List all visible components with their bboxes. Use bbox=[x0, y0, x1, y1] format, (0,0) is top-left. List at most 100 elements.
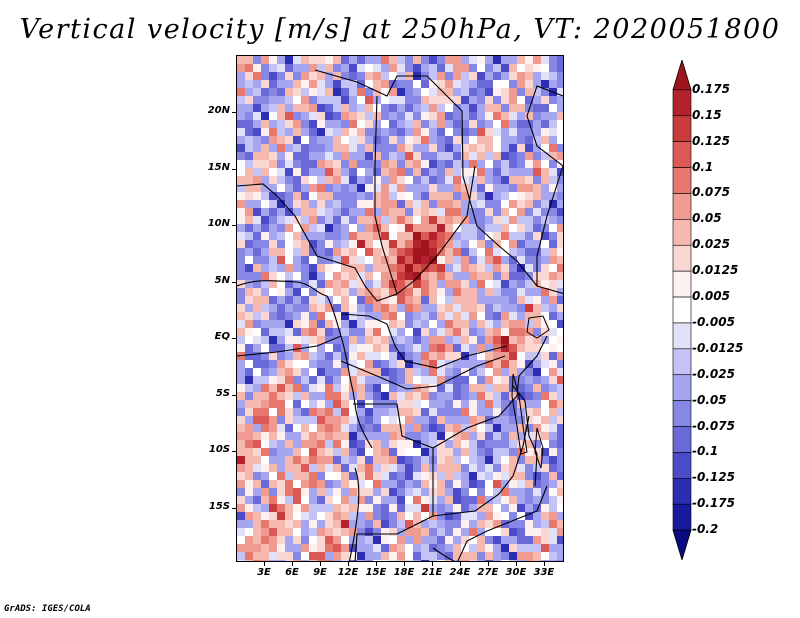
velocity-cell bbox=[237, 544, 246, 553]
velocity-cell bbox=[253, 264, 262, 273]
velocity-cell bbox=[349, 408, 358, 417]
velocity-cell bbox=[301, 184, 310, 193]
velocity-cell bbox=[413, 560, 422, 561]
velocity-cell bbox=[269, 104, 278, 113]
velocity-cell bbox=[381, 352, 390, 361]
colorbar-band bbox=[672, 426, 692, 453]
velocity-cell bbox=[453, 472, 462, 481]
velocity-cell bbox=[413, 304, 422, 313]
velocity-cell bbox=[285, 408, 294, 417]
velocity-cell bbox=[333, 184, 342, 193]
velocity-cell bbox=[301, 528, 310, 537]
velocity-cell bbox=[469, 368, 478, 377]
velocity-cell bbox=[285, 72, 294, 81]
velocity-cell bbox=[501, 464, 510, 473]
velocity-cell bbox=[269, 536, 278, 545]
velocity-cell bbox=[533, 544, 542, 553]
velocity-cell bbox=[533, 336, 542, 345]
velocity-cell bbox=[501, 88, 510, 97]
velocity-cell bbox=[301, 160, 310, 169]
velocity-cell bbox=[309, 304, 318, 313]
velocity-cell bbox=[317, 400, 326, 409]
velocity-cell bbox=[437, 384, 446, 393]
colorbar-band bbox=[672, 167, 692, 194]
velocity-cell bbox=[309, 264, 318, 273]
velocity-cell bbox=[357, 208, 366, 217]
velocity-cell bbox=[501, 312, 510, 321]
velocity-cell bbox=[357, 456, 366, 465]
velocity-cell bbox=[461, 552, 470, 561]
velocity-cell bbox=[325, 280, 334, 289]
velocity-cell bbox=[413, 424, 422, 433]
velocity-cell bbox=[349, 176, 358, 185]
velocity-cell bbox=[437, 416, 446, 425]
velocity-cell bbox=[541, 528, 550, 537]
colorbar-label: 0.125 bbox=[692, 133, 730, 148]
velocity-cell bbox=[485, 96, 494, 105]
velocity-cell bbox=[293, 272, 302, 281]
velocity-cell bbox=[325, 344, 334, 353]
velocity-cell bbox=[453, 392, 462, 401]
velocity-cell bbox=[253, 120, 262, 129]
velocity-cell bbox=[237, 200, 246, 209]
velocity-cell bbox=[269, 416, 278, 425]
velocity-cell bbox=[485, 552, 494, 561]
velocity-cell bbox=[245, 456, 254, 465]
velocity-cell bbox=[237, 480, 246, 489]
velocity-cell bbox=[549, 528, 558, 537]
velocity-cell bbox=[541, 128, 550, 137]
velocity-cell bbox=[429, 104, 438, 113]
velocity-cell bbox=[437, 536, 446, 545]
velocity-cell bbox=[341, 376, 350, 385]
velocity-cell bbox=[261, 256, 270, 265]
velocity-cell bbox=[421, 480, 430, 489]
velocity-cell bbox=[365, 256, 374, 265]
velocity-cell bbox=[325, 200, 334, 209]
velocity-cell bbox=[261, 424, 270, 433]
velocity-cell bbox=[261, 152, 270, 161]
velocity-cell bbox=[349, 104, 358, 113]
velocity-cell bbox=[277, 296, 286, 305]
velocity-cell bbox=[373, 296, 382, 305]
lon-tick bbox=[264, 562, 265, 566]
velocity-cell bbox=[365, 216, 374, 225]
velocity-cell bbox=[245, 408, 254, 417]
colorbar-label: 0.025 bbox=[692, 237, 730, 252]
velocity-cell bbox=[421, 304, 430, 313]
velocity-cell bbox=[245, 328, 254, 337]
velocity-cell bbox=[293, 552, 302, 561]
velocity-cell bbox=[525, 472, 534, 481]
velocity-cell bbox=[333, 256, 342, 265]
velocity-cell bbox=[285, 528, 294, 537]
velocity-cell bbox=[253, 416, 262, 425]
velocity-cell bbox=[261, 536, 270, 545]
velocity-cell bbox=[333, 296, 342, 305]
border-line bbox=[340, 355, 506, 390]
velocity-cell bbox=[285, 288, 294, 297]
velocity-cell bbox=[445, 304, 454, 313]
velocity-cell bbox=[349, 280, 358, 289]
velocity-cell bbox=[485, 224, 494, 233]
velocity-cell bbox=[349, 296, 358, 305]
velocity-cell bbox=[317, 56, 326, 65]
velocity-cell bbox=[421, 216, 430, 225]
velocity-cell bbox=[253, 168, 262, 177]
velocity-cell bbox=[349, 352, 358, 361]
velocity-cell bbox=[413, 408, 422, 417]
velocity-cell bbox=[525, 176, 534, 185]
velocity-cell bbox=[405, 168, 414, 177]
velocity-cell bbox=[237, 352, 246, 361]
velocity-cell bbox=[277, 472, 286, 481]
velocity-cell bbox=[301, 432, 310, 441]
velocity-cell bbox=[437, 280, 446, 289]
velocity-cell bbox=[333, 264, 342, 273]
map-panel[interactable] bbox=[236, 55, 564, 562]
velocity-cell bbox=[253, 488, 262, 497]
velocity-cell bbox=[301, 104, 310, 113]
grads-credit: GrADS: IGES/COLA bbox=[4, 604, 91, 614]
velocity-cell bbox=[253, 496, 262, 505]
velocity-cell bbox=[245, 536, 254, 545]
velocity-cell bbox=[277, 344, 286, 353]
velocity-cell bbox=[237, 80, 246, 89]
velocity-cell bbox=[293, 56, 302, 65]
